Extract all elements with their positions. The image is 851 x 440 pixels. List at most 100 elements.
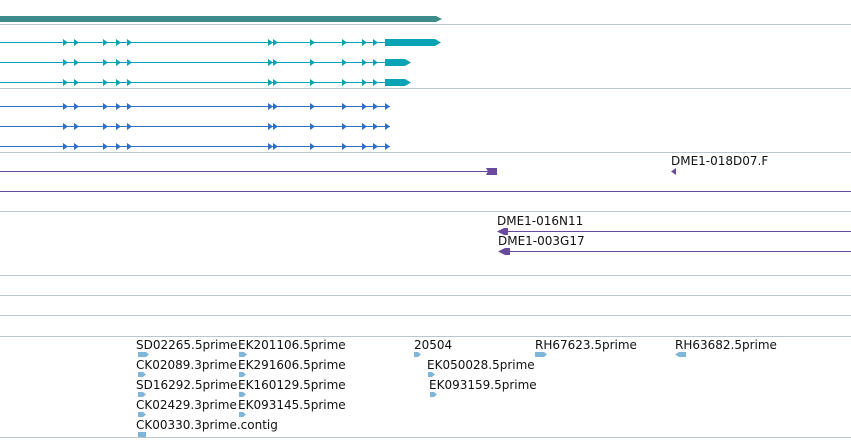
exon-arrow[interactable]: [310, 79, 315, 86]
exon-arrow[interactable]: [74, 79, 79, 86]
est-glyph[interactable]: [239, 392, 246, 397]
est-label[interactable]: EK160129.5prime: [238, 378, 346, 392]
est-glyph[interactable]: [535, 352, 547, 357]
exon-arrow[interactable]: [116, 103, 121, 110]
est-label[interactable]: EK093145.5prime: [238, 398, 346, 412]
exon-arrow[interactable]: [310, 123, 315, 130]
coding-block[interactable]: [385, 79, 405, 86]
exon-arrow[interactable]: [268, 79, 273, 86]
exon-arrow[interactable]: [63, 79, 68, 86]
est-glyph[interactable]: [239, 412, 246, 417]
exon-arrow[interactable]: [362, 79, 367, 86]
coding-block-arrow[interactable]: [405, 59, 411, 66]
gene-span-feature[interactable]: [0, 16, 442, 22]
coding-block-arrow[interactable]: [405, 79, 411, 86]
exon-arrow[interactable]: [127, 103, 132, 110]
transcript-row[interactable]: [0, 59, 411, 66]
clone-end-arrow[interactable]: [671, 168, 676, 175]
est-label[interactable]: CK02089.3prime: [136, 358, 237, 372]
est-label[interactable]: CK02429.3prime: [136, 398, 237, 412]
exon-arrow[interactable]: [268, 143, 273, 150]
exon-arrow[interactable]: [127, 143, 132, 150]
est-glyph[interactable]: [138, 392, 146, 397]
exon-arrow[interactable]: [63, 103, 68, 110]
cds-row[interactable]: [0, 123, 390, 130]
exon-arrow[interactable]: [103, 143, 108, 150]
exon-arrow[interactable]: [310, 59, 315, 66]
exon-arrow[interactable]: [373, 39, 378, 46]
exon-arrow[interactable]: [362, 143, 367, 150]
coding-block[interactable]: [385, 59, 405, 66]
exon-arrow[interactable]: [268, 39, 273, 46]
exon-arrow[interactable]: [385, 143, 390, 150]
clone-end-arrow[interactable]: [486, 168, 497, 175]
cds-row[interactable]: [0, 103, 390, 110]
exon-arrow[interactable]: [63, 143, 68, 150]
exon-arrow[interactable]: [385, 123, 390, 130]
clone-end-label[interactable]: DME1-003G17: [498, 234, 585, 248]
exon-arrow[interactable]: [116, 123, 121, 130]
exon-arrow[interactable]: [273, 79, 278, 86]
exon-arrow[interactable]: [268, 103, 273, 110]
gene-span-arrow[interactable]: [436, 16, 442, 22]
exon-arrow[interactable]: [342, 39, 347, 46]
est-glyph[interactable]: [430, 392, 437, 397]
exon-arrow[interactable]: [127, 79, 132, 86]
est-glyph[interactable]: [675, 352, 686, 357]
exon-arrow[interactable]: [385, 103, 390, 110]
exon-arrow[interactable]: [342, 143, 347, 150]
cds-row[interactable]: [0, 143, 390, 150]
exon-arrow[interactable]: [74, 39, 79, 46]
est-label[interactable]: RH67623.5prime: [535, 338, 637, 352]
exon-arrow[interactable]: [268, 59, 273, 66]
coding-block-arrow[interactable]: [435, 39, 441, 46]
est-label[interactable]: EK050028.5prime: [427, 358, 535, 372]
est-label[interactable]: SD02265.5prime: [136, 338, 237, 352]
exon-arrow[interactable]: [103, 123, 108, 130]
exon-arrow[interactable]: [362, 103, 367, 110]
est-glyph[interactable]: [239, 372, 246, 377]
transcript-row[interactable]: [0, 79, 411, 86]
exon-arrow[interactable]: [373, 79, 378, 86]
exon-arrow[interactable]: [342, 79, 347, 86]
exon-arrow[interactable]: [273, 103, 278, 110]
coding-block[interactable]: [385, 39, 435, 46]
exon-arrow[interactable]: [310, 103, 315, 110]
est-label[interactable]: EK201106.5prime: [238, 338, 346, 352]
exon-arrow[interactable]: [74, 103, 79, 110]
est-label[interactable]: 20504: [414, 338, 452, 352]
transcript-row[interactable]: [0, 39, 441, 46]
est-label[interactable]: EK291606.5prime: [238, 358, 346, 372]
exon-arrow[interactable]: [342, 123, 347, 130]
est-glyph[interactable]: [138, 352, 149, 357]
clone-end-label[interactable]: DME1-018D07.F: [671, 154, 768, 168]
exon-arrow[interactable]: [74, 59, 79, 66]
est-glyph[interactable]: [428, 372, 435, 377]
exon-arrow[interactable]: [273, 39, 278, 46]
exon-arrow[interactable]: [273, 59, 278, 66]
exon-arrow[interactable]: [373, 59, 378, 66]
exon-arrow[interactable]: [74, 143, 79, 150]
exon-arrow[interactable]: [116, 143, 121, 150]
exon-arrow[interactable]: [74, 123, 79, 130]
exon-arrow[interactable]: [373, 123, 378, 130]
exon-arrow[interactable]: [103, 103, 108, 110]
exon-arrow[interactable]: [362, 39, 367, 46]
est-glyph[interactable]: [138, 372, 146, 377]
exon-arrow[interactable]: [103, 39, 108, 46]
clone-end-arrow[interactable]: [497, 228, 508, 235]
exon-arrow[interactable]: [63, 123, 68, 130]
exon-arrow[interactable]: [362, 123, 367, 130]
est-glyph[interactable]: [239, 352, 247, 357]
exon-arrow[interactable]: [127, 59, 132, 66]
exon-arrow[interactable]: [310, 39, 315, 46]
exon-arrow[interactable]: [103, 59, 108, 66]
est-label[interactable]: SD16292.5prime: [136, 378, 237, 392]
exon-arrow[interactable]: [63, 39, 68, 46]
gene-span-bar[interactable]: [0, 16, 436, 22]
exon-arrow[interactable]: [103, 79, 108, 86]
exon-arrow[interactable]: [63, 59, 68, 66]
exon-arrow[interactable]: [127, 123, 132, 130]
exon-arrow[interactable]: [268, 123, 273, 130]
exon-arrow[interactable]: [273, 123, 278, 130]
